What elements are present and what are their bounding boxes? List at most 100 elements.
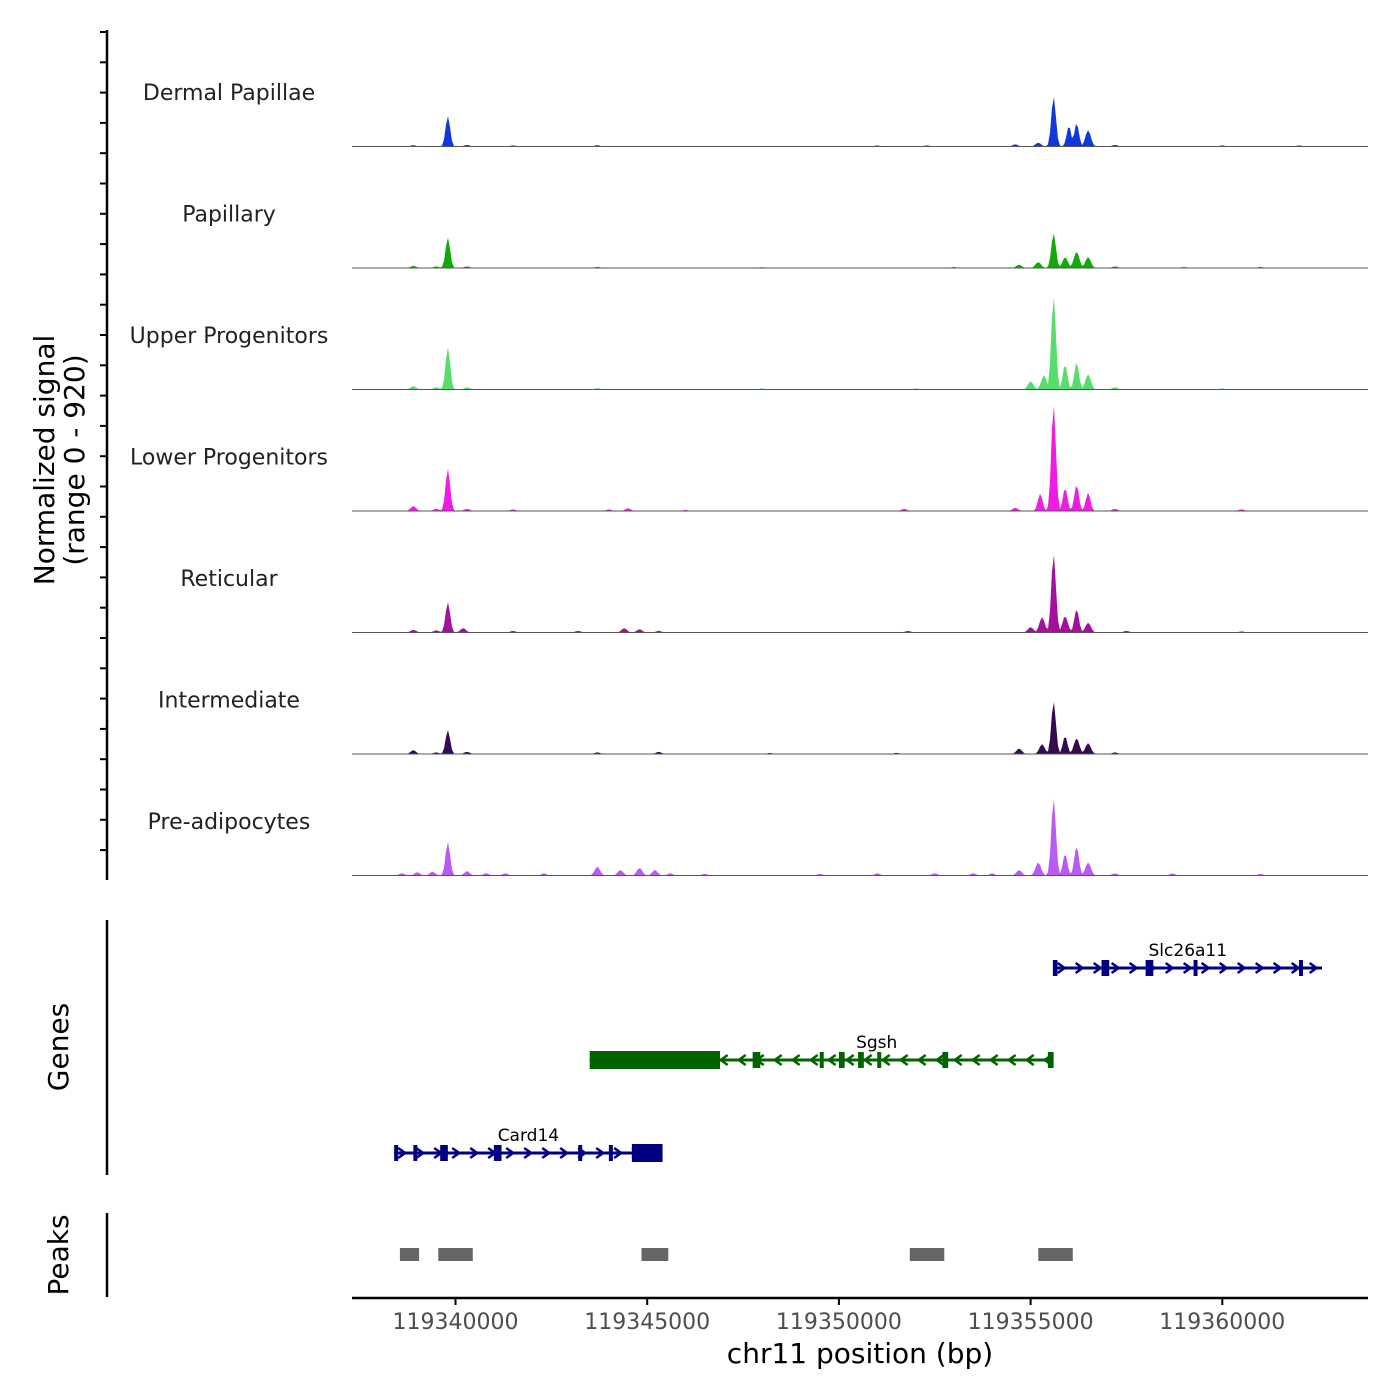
strand-arrow: [862, 1053, 873, 1067]
signal-axis-title: Normalized signal: [28, 335, 61, 586]
gene-exon: [493, 1145, 502, 1161]
signal-axis-range: (range 0 - 920): [58, 354, 91, 565]
strand-arrow: [1236, 961, 1247, 975]
strand-arrow: [469, 1146, 480, 1160]
gene-exon: [877, 1052, 882, 1068]
strand-arrow: [1128, 961, 1139, 975]
gene-exon: [1193, 960, 1198, 976]
track-label: Lower Progenitors: [130, 446, 328, 471]
gene-label: Card14: [498, 1126, 559, 1146]
strand-arrow: [451, 1146, 462, 1160]
gene-exon: [1052, 960, 1058, 976]
coverage-area: [352, 297, 1368, 390]
strand-arrow: [613, 1146, 624, 1160]
strand-arrow: [1290, 961, 1301, 975]
gene-exon: [819, 1052, 824, 1068]
strand-arrow: [1272, 961, 1283, 975]
strand-arrow: [1182, 961, 1193, 975]
gene-label: Slc26a11: [1149, 941, 1228, 961]
x-tick-label: 119355000: [968, 1310, 1094, 1335]
gene-exon: [1145, 960, 1154, 976]
strand-arrow: [898, 1053, 909, 1067]
gene-exon: [413, 1145, 418, 1161]
strand-arrow: [1254, 961, 1265, 975]
x-tick-label: 119340000: [393, 1310, 519, 1335]
track-label: Pre-adipocytes: [148, 810, 311, 835]
peaks-axis-title: Peaks: [42, 1214, 75, 1295]
x-tick-label: 119350000: [776, 1310, 902, 1335]
strand-arrow: [1308, 961, 1319, 975]
gene-label: Sgsh: [856, 1033, 897, 1053]
strand-arrow: [772, 1053, 783, 1067]
gene-exon: [631, 1144, 663, 1162]
strand-arrow: [523, 1146, 534, 1160]
track-label: Upper Progenitors: [130, 324, 329, 349]
strand-arrow: [934, 1053, 945, 1067]
coverage-area: [352, 97, 1368, 147]
strand-arrow: [826, 1053, 837, 1067]
coverage-area: [352, 406, 1368, 511]
track-lower-progenitors: Lower Progenitors: [130, 406, 1368, 512]
gene-exon: [440, 1145, 448, 1161]
gene-slc26a11: Slc26a11: [1052, 941, 1322, 976]
strand-arrow: [808, 1053, 819, 1067]
strand-arrow: [718, 1053, 729, 1067]
track-label: Intermediate: [158, 689, 300, 714]
peak-region: [438, 1248, 473, 1261]
peak-region: [399, 1248, 420, 1261]
strand-arrow: [415, 1146, 426, 1160]
coverage-tracks: Dermal Papillae Papillary Upper Progenitor…: [130, 81, 1368, 876]
x-tick-label: 119360000: [1159, 1310, 1285, 1335]
strand-arrow: [988, 1053, 999, 1067]
peak-region: [641, 1248, 669, 1261]
track-dermal-papillae: Dermal Papillae: [143, 81, 1368, 147]
strand-arrow: [1006, 1053, 1017, 1067]
gene-exon: [394, 1145, 399, 1161]
strand-arrow: [952, 1053, 963, 1067]
track-reticular: Reticular: [180, 554, 1368, 633]
strand-arrow: [397, 1146, 408, 1160]
x-axis-title: chr11 position (bp): [727, 1337, 993, 1370]
x-axis: 119340000 119345000 119350000 119355000 1193…: [352, 1296, 1368, 1335]
strand-arrow: [1164, 961, 1175, 975]
x-tick-label: 119345000: [584, 1310, 710, 1335]
strand-arrow: [1056, 961, 1067, 975]
gene-exon: [578, 1145, 583, 1161]
strand-arrow: [1092, 961, 1103, 975]
gene-exon: [752, 1052, 761, 1068]
gene-exon: [608, 1145, 613, 1161]
track-label: Reticular: [180, 567, 278, 592]
strand-arrow: [1074, 961, 1085, 975]
gene-annotation-track: Slc26a11 Sgsh Card14: [394, 941, 1322, 1162]
gene-exon: [1298, 960, 1303, 976]
strand-arrow: [1110, 961, 1121, 975]
strand-arrow: [1218, 961, 1229, 975]
track-label: Papillary: [182, 203, 276, 228]
coverage-area: [352, 554, 1368, 633]
gene-sgsh: Sgsh: [589, 1033, 1054, 1069]
gene-exon: [838, 1052, 845, 1068]
peak-region: [909, 1248, 945, 1261]
coverage-area: [352, 799, 1368, 876]
gene-exon: [858, 1052, 864, 1068]
track-intermediate: Intermediate: [158, 689, 1368, 755]
signal-axis: [100, 30, 109, 880]
strand-arrow: [1200, 961, 1211, 975]
gene-exon: [589, 1051, 721, 1069]
track-papillary: Papillary: [182, 203, 1368, 269]
gene-exon: [942, 1052, 949, 1068]
peak-region: [1038, 1248, 1073, 1261]
strand-arrow: [970, 1053, 981, 1067]
strand-arrow: [916, 1053, 927, 1067]
strand-arrow: [880, 1053, 891, 1067]
coverage-area: [352, 233, 1368, 268]
track-pre-adipocytes: Pre-adipocytes: [148, 799, 1368, 876]
strand-arrow: [736, 1053, 747, 1067]
peaks-track: [399, 1248, 1073, 1261]
gene-exon: [1047, 1052, 1054, 1068]
strand-arrow: [595, 1146, 606, 1160]
track-label: Dermal Papillae: [143, 81, 315, 106]
genes-axis-title: Genes: [42, 1003, 75, 1091]
strand-arrow: [844, 1053, 855, 1067]
